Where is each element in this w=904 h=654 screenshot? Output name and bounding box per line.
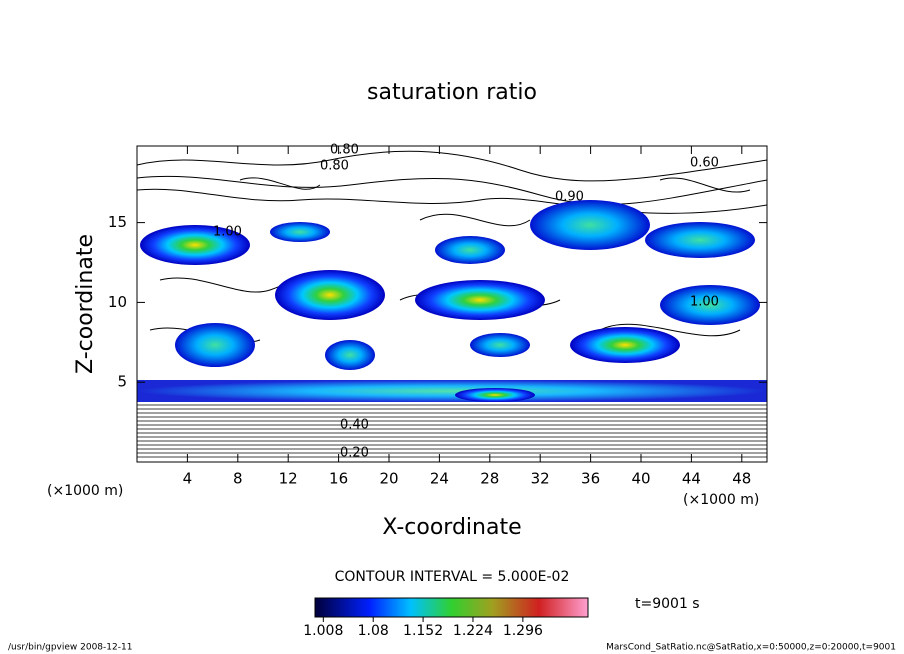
- contour-label: 0.90: [555, 190, 584, 205]
- colorbar-tick-label: 1.08: [358, 623, 389, 639]
- x-tick-label: 8: [233, 470, 243, 488]
- contour-label: 1.00: [213, 225, 242, 240]
- contour-label: 0.80: [320, 159, 349, 174]
- colorbar: [314, 597, 589, 618]
- colorbar-tick-label: 1.224: [453, 623, 493, 639]
- contour-interval: CONTOUR INTERVAL = 5.000E-02: [335, 569, 570, 585]
- x-axis-label: X-coordinate: [382, 515, 521, 540]
- time-label: t=9001 s: [635, 596, 700, 612]
- contour-label: 0.60: [690, 156, 719, 171]
- x-tick-label: 44: [682, 470, 701, 488]
- footer-right: MarsCond_SatRatio.nc@SatRatio,x=0:50000,…: [606, 643, 896, 653]
- x-tick-label: 4: [183, 470, 193, 488]
- x-tick-label: 20: [379, 470, 398, 488]
- x-tick-label: 24: [430, 470, 449, 488]
- x-tick-label: 36: [581, 470, 600, 488]
- footer-left: /usr/bin/gpview 2008-12-11: [8, 643, 132, 653]
- contour-label: 1.00: [690, 295, 719, 310]
- x-tick-label: 48: [732, 470, 751, 488]
- x-unit: (×1000 m): [683, 492, 759, 508]
- y-tick-label: 15: [108, 213, 127, 231]
- contour-label: 0.80: [330, 143, 359, 158]
- contour-label: 0.40: [340, 418, 369, 433]
- y-tick-label: 10: [108, 293, 127, 311]
- x-tick-label: 28: [480, 470, 499, 488]
- y-tick-label: 5: [117, 373, 127, 391]
- colorbar-tick-label: 1.152: [403, 623, 443, 639]
- colorbar-tick-label: 1.008: [303, 623, 343, 639]
- field: [137, 150, 767, 458]
- contour-label: 0.20: [340, 446, 369, 461]
- x-unit: (×1000 m): [47, 483, 123, 499]
- x-tick-label: 12: [279, 470, 298, 488]
- plot-frame: [136, 145, 768, 463]
- y-axis-label: Z-coordinate: [73, 234, 98, 374]
- x-tick-label: 40: [631, 470, 650, 488]
- chart-title: saturation ratio: [367, 80, 537, 105]
- x-tick-label: 32: [531, 470, 550, 488]
- colorbar-tick-label: 1.296: [503, 623, 543, 639]
- x-tick-label: 16: [329, 470, 348, 488]
